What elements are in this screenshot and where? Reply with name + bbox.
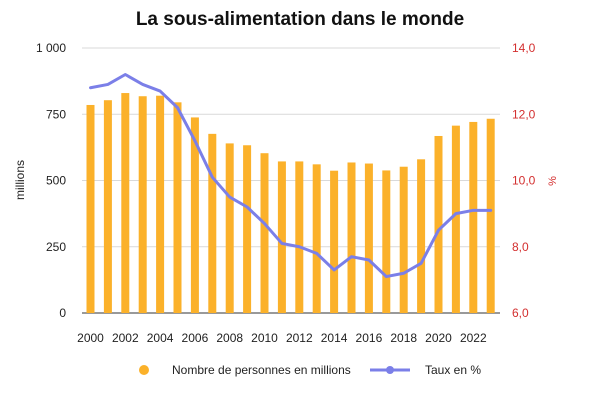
x-tick-label: 2004 [147,331,174,345]
x-tick-label: 2006 [182,331,209,345]
bar [86,104,95,313]
x-tick-label: 2018 [390,331,417,345]
bar [173,102,182,313]
y-tick-label-left: 250 [46,240,66,254]
bar [434,135,443,313]
legend-marker-bars [139,365,149,375]
bar [364,163,373,313]
x-tick-label: 2016 [356,331,383,345]
chart-title: La sous-alimentation dans le monde [136,9,464,30]
y-tick-label-right: 6,0 [512,306,529,320]
legend-label-line: Taux en % [425,363,481,377]
legend-marker-line-dot [386,366,394,374]
x-tick-label: 2002 [112,331,139,345]
y-tick-label-left: 750 [46,107,66,121]
x-tick-label: 2010 [251,331,278,345]
bar [103,100,112,313]
x-tick-label: 2008 [216,331,243,345]
bar [243,145,252,313]
y-tick-label-left: 1 000 [36,41,66,55]
bar [451,125,460,314]
y-tick-label-right: 8,0 [512,240,529,254]
legend: Nombre de personnes en millions Taux en … [139,363,481,377]
bar [469,121,478,313]
bar [208,133,217,313]
x-tick-label: 2020 [425,331,452,345]
bar [312,164,321,313]
bar [399,166,408,313]
bar [277,161,286,313]
bar [417,159,426,313]
bar [121,93,130,313]
x-axis-ticks: 2000 2002 2004 2006 2008 2010 2012 2014 2016 2018… [77,331,487,345]
bar [347,162,356,313]
bar [295,161,304,313]
y-tick-label-right: 12,0 [512,107,536,121]
bar [382,170,391,313]
bar [225,143,234,313]
y-axis-label-left: millions [13,160,27,200]
right-axis-ticks: 6,0 8,0 10,0 12,0 14,0 [512,41,536,320]
x-tick-label: 2012 [286,331,313,345]
y-tick-label-right: 10,0 [512,174,536,188]
bar [138,96,147,313]
x-tick-label: 2022 [460,331,487,345]
bar-series [86,93,495,314]
y-tick-label-right: 14,0 [512,41,536,55]
left-axis-ticks: 0 250 500 750 1 000 [36,41,66,320]
line-series [89,73,493,279]
bar [190,117,199,314]
x-tick-label: 2014 [321,331,348,345]
gridlines [82,47,500,314]
y-axis-label-right: % [547,176,559,186]
bar [260,153,269,313]
series-line [89,73,493,279]
bar [486,118,495,313]
y-tick-label-left: 500 [46,174,66,188]
bar [330,170,339,313]
x-tick-label: 2000 [77,331,104,345]
y-tick-label-left: 0 [59,306,66,320]
legend-label-bars: Nombre de personnes en millions [172,363,351,377]
bar [156,95,165,313]
